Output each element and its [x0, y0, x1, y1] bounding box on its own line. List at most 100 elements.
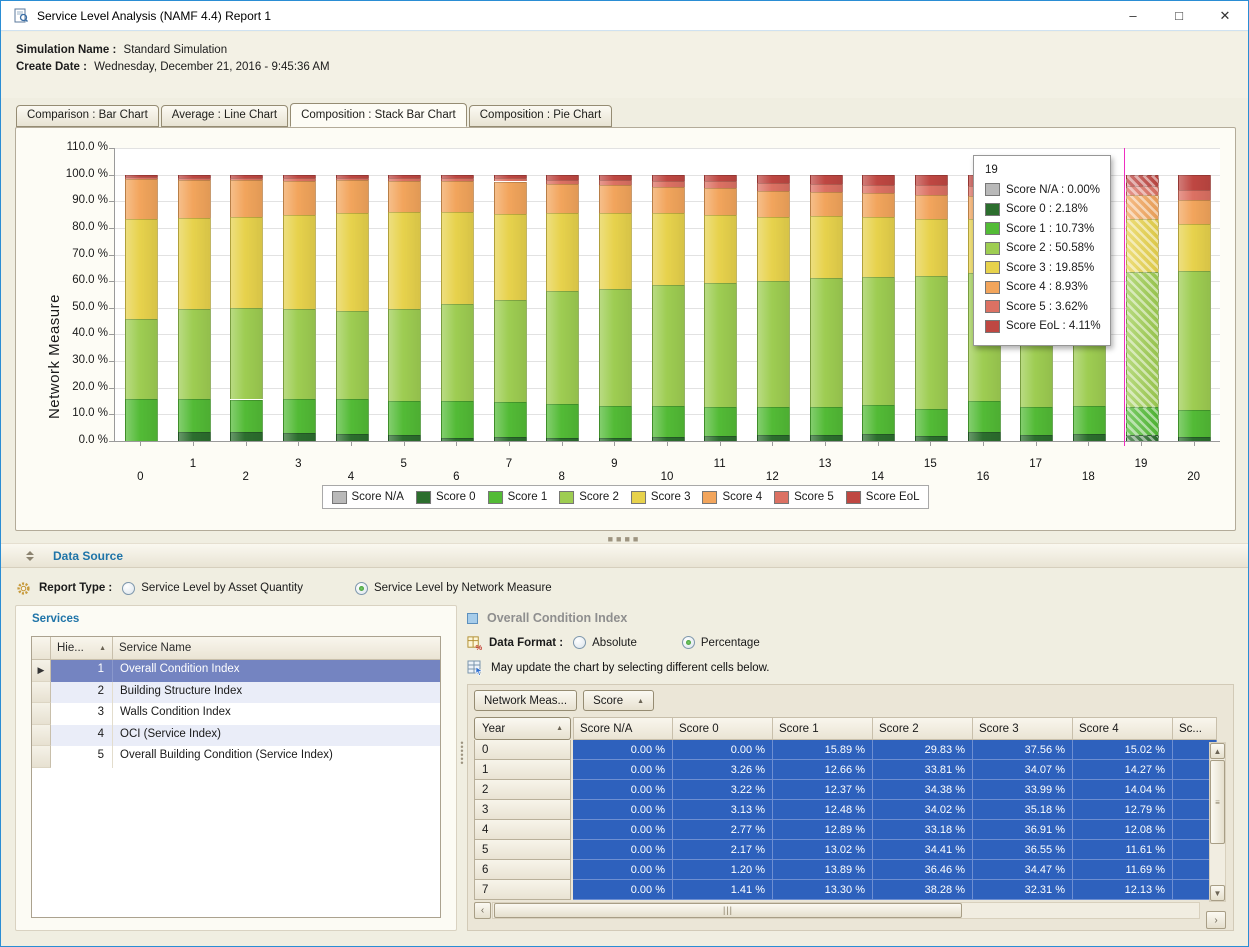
bar-segment-score-2[interactable] — [336, 311, 369, 399]
bar-segment-score-5[interactable] — [862, 185, 895, 194]
cell-year2-col1[interactable]: 3.22 % — [673, 780, 773, 800]
bar-segment-score-4[interactable] — [652, 187, 685, 214]
row-header-5[interactable]: 5 — [474, 840, 571, 860]
bar-segment-score-4[interactable] — [1126, 195, 1159, 219]
bar-segment-score-5[interactable] — [283, 178, 316, 181]
bar-segment-score-5[interactable] — [125, 177, 158, 179]
tab-average-line-chart[interactable]: Average : Line Chart — [161, 105, 288, 127]
scroll-down-button[interactable]: ▼ — [1210, 885, 1225, 901]
bar-segment-score-1[interactable] — [757, 407, 790, 435]
row-header-4[interactable]: 4 — [474, 820, 571, 840]
cell-year7-col0[interactable]: 0.00 % — [573, 880, 673, 900]
service-name-cell[interactable]: Walls Condition Index — [113, 703, 440, 725]
cell-year2-col4[interactable]: 33.99 % — [973, 780, 1073, 800]
bar-segment-score-1[interactable] — [599, 406, 632, 438]
bar-segment-score-5[interactable] — [494, 178, 527, 181]
cell-year1-col0[interactable]: 0.00 % — [573, 760, 673, 780]
bar-segment-score-4[interactable] — [178, 180, 211, 218]
bar-segment-score-eol[interactable] — [862, 175, 895, 185]
cell-year2-col5[interactable]: 14.04 % — [1073, 780, 1173, 800]
group-button-score[interactable]: Score▲ — [583, 690, 654, 711]
bar-segment-score-3[interactable] — [1178, 224, 1211, 271]
bar-segment-score-2[interactable] — [178, 309, 211, 399]
scrollbar-track[interactable]: ||| — [492, 902, 1200, 919]
cell-year0-col2[interactable]: 15.89 % — [773, 740, 873, 760]
bar-segment-score-3[interactable] — [441, 212, 474, 304]
bar-segment-score-0[interactable] — [704, 436, 737, 441]
bar-segment-score-4[interactable] — [599, 185, 632, 213]
cell-year2-col2[interactable]: 12.37 % — [773, 780, 873, 800]
scroll-up-button[interactable]: ▲ — [1210, 743, 1225, 759]
cell-year3-col1[interactable]: 3.13 % — [673, 800, 773, 820]
cell-year4-col0[interactable]: 0.00 % — [573, 820, 673, 840]
bar-segment-score-3[interactable] — [388, 212, 421, 309]
bar-segment-score-2[interactable] — [125, 319, 158, 398]
bar-segment-score-1[interactable] — [810, 407, 843, 435]
bar-segment-score-2[interactable] — [1178, 271, 1211, 411]
cell-year7-col3[interactable]: 38.28 % — [873, 880, 973, 900]
row-header-0[interactable]: 0 — [474, 740, 571, 760]
horizontal-scrollbar[interactable]: ‹ ||| — [474, 901, 1227, 919]
bar-segment-score-0[interactable] — [494, 437, 527, 441]
service-row-4[interactable]: 4OCI (Service Index) — [32, 725, 440, 747]
cell-year0-col0[interactable]: 0.00 % — [573, 740, 673, 760]
bar-segment-score-3[interactable] — [810, 216, 843, 277]
bar-segment-score-3[interactable] — [546, 213, 579, 290]
service-row-3[interactable]: 3Walls Condition Index — [32, 703, 440, 725]
bar-segment-score-2[interactable] — [494, 300, 527, 402]
cell-year1-col3[interactable]: 33.81 % — [873, 760, 973, 780]
row-header-7[interactable]: 7 — [474, 880, 571, 900]
service-name-cell[interactable]: Overall Condition Index — [113, 660, 440, 682]
cell-year0-col4[interactable]: 37.56 % — [973, 740, 1073, 760]
bar-segment-score-1[interactable] — [915, 409, 948, 436]
cell-year4-col3[interactable]: 33.18 % — [873, 820, 973, 840]
bar-segment-score-4[interactable] — [862, 193, 895, 217]
hierarchy-cell[interactable]: 5 — [51, 746, 113, 768]
bar-segment-score-5[interactable] — [810, 184, 843, 192]
bar-segment-score-0[interactable] — [1126, 435, 1159, 441]
bar-segment-score-1[interactable] — [862, 405, 895, 434]
bar-segment-score-0[interactable] — [1178, 437, 1211, 441]
cell-year3-col2[interactable]: 12.48 % — [773, 800, 873, 820]
maximize-button[interactable]: □ — [1156, 1, 1202, 30]
cell-year0-col3[interactable]: 29.83 % — [873, 740, 973, 760]
cell-year7-col2[interactable]: 13.30 % — [773, 880, 873, 900]
bar-segment-score-3[interactable] — [230, 217, 263, 308]
bar-segment-score-5[interactable] — [546, 180, 579, 184]
column-header-score-0[interactable]: Score 0 — [673, 717, 773, 740]
cell-year1-col4[interactable]: 34.07 % — [973, 760, 1073, 780]
bar-segment-score-4[interactable] — [230, 180, 263, 217]
bar-segment-score-3[interactable] — [757, 217, 790, 281]
bar-segment-score-2[interactable] — [283, 309, 316, 400]
service-name-cell[interactable]: OCI (Service Index) — [113, 725, 440, 747]
bar-segment-score-0[interactable] — [388, 435, 421, 441]
cell-year7-col5[interactable]: 12.13 % — [1073, 880, 1173, 900]
bar-segment-score-eol[interactable] — [1178, 175, 1211, 190]
bar-segment-score-1[interactable] — [1073, 406, 1106, 434]
cell-year2-col3[interactable]: 34.38 % — [873, 780, 973, 800]
column-header-sc-[interactable]: Sc... — [1173, 717, 1217, 740]
bar-segment-score-2[interactable] — [230, 308, 263, 400]
bar-segment-score-5[interactable] — [1178, 190, 1211, 200]
scrollbar-thumb[interactable]: ≡ — [1210, 760, 1225, 844]
column-header-score-3[interactable]: Score 3 — [973, 717, 1073, 740]
bar-segment-score-3[interactable] — [1126, 219, 1159, 272]
bar-segment-score-5[interactable] — [388, 178, 421, 181]
cell-year3-col0[interactable]: 0.00 % — [573, 800, 673, 820]
column-header-score-1[interactable]: Score 1 — [773, 717, 873, 740]
cell-year7-col4[interactable]: 32.31 % — [973, 880, 1073, 900]
row-header-2[interactable]: 2 — [474, 780, 571, 800]
cell-year5-col1[interactable]: 2.17 % — [673, 840, 773, 860]
cell-year6-col2[interactable]: 13.89 % — [773, 860, 873, 880]
hierarchy-cell[interactable]: 2 — [51, 682, 113, 704]
bar-segment-score-1[interactable] — [283, 399, 316, 432]
bar-segment-score-0[interactable] — [1073, 434, 1106, 441]
radio-percentage[interactable]: Percentage — [682, 636, 760, 649]
bar-segment-score-eol[interactable] — [1126, 175, 1159, 186]
service-row-1[interactable]: ▶1Overall Condition Index — [32, 660, 440, 682]
bar-segment-score-5[interactable] — [652, 181, 685, 187]
bar-segment-score-0[interactable] — [336, 434, 369, 441]
bar-segment-score-0[interactable] — [283, 433, 316, 441]
bar-segment-score-1[interactable] — [336, 399, 369, 433]
bar-segment-score-2[interactable] — [599, 289, 632, 406]
